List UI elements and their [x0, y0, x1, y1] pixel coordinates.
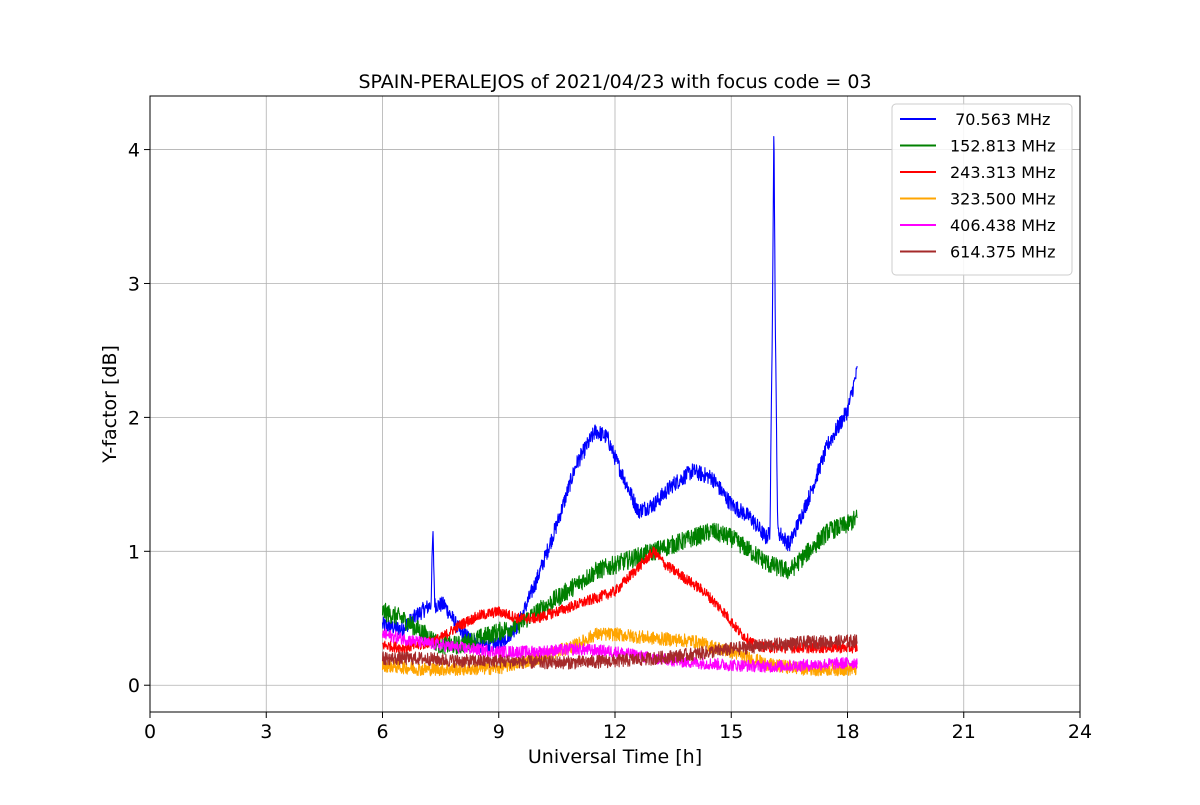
legend-label: 406.438 MHz: [950, 216, 1055, 235]
x-tick-label: 6: [376, 721, 388, 743]
y-tick-label: 0: [128, 675, 140, 697]
series-layer: [381, 136, 858, 677]
y-axis-label: Y-factor [dB]: [99, 345, 121, 464]
legend-box: [891, 103, 1073, 276]
y-tick-label: 4: [128, 140, 140, 162]
x-tick-label: 3: [260, 721, 272, 743]
series-line-0: [381, 136, 858, 654]
x-tick-label: 0: [144, 721, 156, 743]
legend-label: 243.313 MHz: [950, 163, 1055, 182]
x-tick-label: 15: [719, 721, 743, 743]
legend-label: 614.375 MHz: [950, 243, 1055, 262]
x-axis-label: Universal Time [h]: [528, 746, 702, 768]
x-tick-label: 12: [603, 721, 627, 743]
y-tick-label: 2: [128, 407, 140, 429]
legend-label: 152.813 MHz: [950, 137, 1055, 156]
x-tick-label: 18: [835, 721, 859, 743]
legend: 70.563 MHz 152.813 MHz 243.313 MHz 323.500 …: [891, 103, 1073, 276]
series-line-5: [381, 634, 858, 670]
series-line-1: [381, 509, 858, 655]
legend-label: 70.563 MHz: [950, 110, 1050, 129]
y-tick-label: 3: [128, 273, 140, 295]
y-tick-label: 1: [128, 541, 140, 563]
chart-title: SPAIN-PERALEJOS of 2021/04/23 with focus…: [358, 71, 871, 93]
legend-label: 323.500 MHz: [950, 190, 1055, 209]
x-tick-label: 24: [1068, 721, 1092, 743]
x-tick-label: 9: [493, 721, 505, 743]
x-tick-label: 21: [952, 721, 976, 743]
y-axis-ticks: 0 1 2 3 4: [128, 140, 150, 697]
x-axis-ticks: 0 3 6 9 12 15 18 21 24: [144, 712, 1092, 743]
